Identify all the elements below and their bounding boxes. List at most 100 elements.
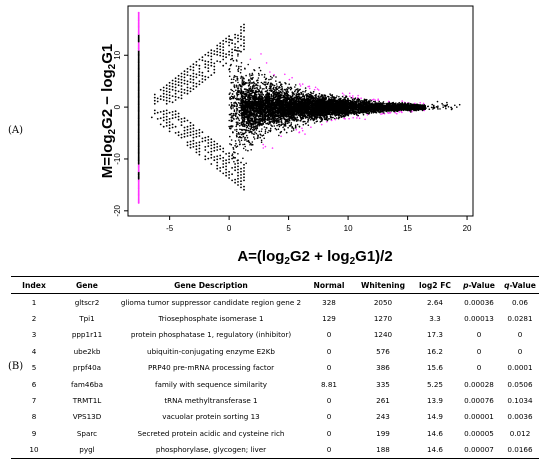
col-pvalue: 0: [476, 363, 482, 373]
table-row: 9 Sparc Secreted protein acidic and cystei…: [11, 425, 539, 441]
col-gene: Tpi1: [79, 314, 95, 324]
col-whitening: 2050: [373, 297, 393, 307]
col-normal: 0: [326, 346, 332, 356]
col-index: 10: [11, 441, 57, 459]
col-normal: 0: [326, 428, 332, 438]
col-qvalue: 0.0001: [507, 363, 533, 373]
y-axis-label: M=log2G2 − log2G1: [99, 44, 118, 179]
table-row: 6 fam46ba family with sequence similarity 8…: [11, 376, 539, 392]
col-normal: 0: [326, 330, 332, 340]
col-index: 4: [31, 346, 37, 356]
col-whitening: 188: [353, 441, 413, 459]
table-row: 10 pygl phosphorylase, glycogen; liver 0 188…: [11, 441, 539, 459]
y-tick-label: -10: [113, 153, 122, 165]
col-gene: TRMT1L: [72, 396, 102, 406]
col-pvalue: 0.00013: [464, 314, 494, 324]
col-whitening-header: Whitening: [353, 276, 413, 294]
col-whitening: 1240: [373, 330, 393, 340]
table-row: 1 gltscr2 glioma tumor suppressor candidat…: [11, 294, 539, 311]
col-gene: gltscr2: [74, 297, 100, 307]
col-whitening: 386: [376, 363, 390, 373]
col-gene: VPS13D: [72, 412, 102, 422]
panel-label-b: (B): [8, 361, 24, 372]
gene-table-container: Index Gene Gene Description Normal Whitening…: [11, 276, 539, 459]
table-row: 8 VPS13D vacuolar protein sorting 13 0 243 14…: [11, 409, 539, 425]
x-axis-label: A=(log2G2 + log2G1)/2: [237, 248, 392, 267]
col-normal: 0: [326, 412, 332, 422]
col-description: ubiquitin-conjugating enzyme E2Kb: [147, 346, 275, 356]
col-log2fc: 2.64: [426, 297, 443, 307]
gene-table: Index Gene Gene Description Normal Whitening…: [11, 276, 539, 459]
col-log2fc: 16.2: [426, 346, 443, 356]
y-tick-label: 10: [113, 50, 122, 59]
col-whitening: 243: [376, 412, 390, 422]
col-description: family with sequence similarity: [154, 379, 268, 389]
col-qvalue: 0.0281: [507, 314, 533, 324]
table-header-row: Index Gene Gene Description Normal Whitening…: [11, 276, 539, 294]
col-normal: 129: [322, 314, 336, 324]
col-description: tRNA methyltransferase 1: [164, 396, 258, 406]
col-whitening: 261: [376, 396, 390, 406]
col-index: 9: [31, 428, 37, 438]
col-gene: fam46ba: [70, 379, 104, 389]
col-log2fc: 17.3: [426, 330, 443, 340]
col-qvalue: 0: [517, 346, 523, 356]
col-description: phosphorylase, glycogen; liver: [117, 441, 305, 459]
col-normal: 8.81: [320, 379, 337, 389]
col-log2fc: 14.9: [426, 412, 443, 422]
col-qvalue-header: q-Value: [501, 276, 539, 294]
col-log2fc: 3.3: [429, 314, 441, 324]
col-index: 5: [31, 363, 37, 373]
x-tick-label: 0: [227, 224, 232, 233]
col-pvalue-header: p-Value: [457, 276, 501, 294]
x-tick-label: 5: [286, 224, 291, 233]
x-tick-label: 20: [463, 224, 472, 233]
col-normal: 328: [322, 297, 336, 307]
col-gene: pygl: [57, 441, 117, 459]
col-whitening: 1270: [373, 314, 393, 324]
col-pvalue: 0.00028: [464, 379, 494, 389]
col-log2fc: 13.9: [426, 396, 443, 406]
col-log2fc: 15.6: [426, 363, 443, 373]
col-index: 8: [31, 412, 37, 422]
scatter-points: [137, 11, 461, 204]
col-pvalue: 0.00036: [464, 297, 494, 307]
col-index-header: Index: [11, 276, 57, 294]
col-log2fc: 5.25: [426, 379, 443, 389]
y-tick-label: -20: [113, 204, 122, 216]
col-gene: Sparc: [76, 428, 98, 438]
col-log2fc: 14.6: [413, 441, 457, 459]
table-row: 2 Tpi1 Triosephosphate isomerase 1 129 1270 3…: [11, 310, 539, 326]
col-index: 2: [31, 314, 37, 324]
table-row: 3 ppp1r11 protein phosphatase 1, regulator…: [11, 327, 539, 343]
col-whitening: 576: [376, 346, 390, 356]
col-qvalue: 0.0506: [507, 379, 533, 389]
panel-label-a: (A): [8, 125, 24, 136]
col-description: Secreted protein acidic and cysteine ric…: [137, 428, 285, 438]
col-description: PRP40 pre-mRNA processing factor: [147, 363, 275, 373]
col-whitening: 199: [376, 428, 390, 438]
col-description-header: Gene Description: [117, 276, 305, 294]
table-row: 7 TRMT1L tRNA methyltransferase 1 0 261 13.9 0…: [11, 392, 539, 408]
col-pvalue: 0.00007: [457, 441, 501, 459]
col-qvalue: 0.012: [509, 428, 531, 438]
x-tick-label: 10: [344, 224, 353, 233]
axis-ticks: -5 0 5 10 15 20 -20 -10 0 10: [113, 50, 472, 233]
plot-frame: [127, 5, 474, 217]
col-normal: 0: [326, 396, 332, 406]
col-normal: 0: [305, 441, 353, 459]
table-body: 1 gltscr2 glioma tumor suppressor candidat…: [11, 294, 539, 459]
col-gene: ppp1r11: [71, 330, 103, 340]
col-index: 6: [31, 379, 37, 389]
col-index: 3: [31, 330, 37, 340]
col-log2fc: 14.6: [426, 428, 443, 438]
col-normal-header: Normal: [305, 276, 353, 294]
col-description: vacuolar protein sorting 13: [162, 412, 260, 422]
col-description: Triosephosphate isomerase 1: [158, 314, 264, 324]
col-pvalue: 0.00001: [464, 412, 494, 422]
x-tick-label: -5: [166, 224, 174, 233]
col-gene-header: Gene: [57, 276, 117, 294]
table-row: 4 ube2kb ubiquitin-conjugating enzyme E2Kb…: [11, 343, 539, 359]
col-description: glioma tumor suppressor candidate region…: [120, 297, 302, 307]
col-description: protein phosphatase 1, regulatory (inhib…: [130, 330, 292, 340]
